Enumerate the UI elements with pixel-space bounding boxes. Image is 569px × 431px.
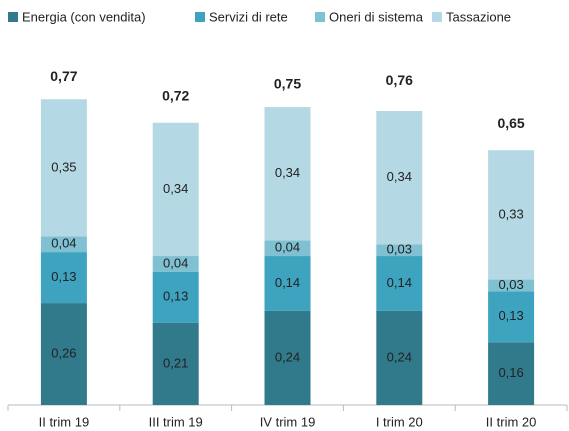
bar-segment — [376, 111, 423, 245]
value-label: 0,04 — [275, 240, 300, 255]
bar-segment — [264, 310, 311, 405]
legend-label: Tassazione — [446, 9, 511, 24]
value-label: 0,35 — [51, 159, 76, 174]
bar-segment — [376, 310, 423, 405]
x-tick-label: II trim 19 — [39, 414, 90, 429]
x-tick-label: II trim 20 — [486, 414, 537, 429]
legend-swatch — [432, 12, 442, 22]
value-label: 0,04 — [51, 236, 76, 251]
bar-segment — [152, 271, 199, 323]
x-tick-label: III trim 19 — [149, 414, 203, 429]
bar-segment — [488, 291, 535, 343]
legend-label: Servizi di rete — [209, 9, 288, 24]
value-label: 0,04 — [163, 255, 188, 270]
bar-segment — [376, 244, 423, 257]
value-label: 0,13 — [498, 308, 523, 323]
total-label: 0,77 — [50, 68, 77, 84]
legend-label: Energia (con vendita) — [22, 9, 146, 24]
bar-segment — [264, 256, 311, 311]
value-label: 0,16 — [498, 365, 523, 380]
bar-segment — [488, 342, 535, 405]
bar-segment — [264, 240, 311, 257]
value-label: 0,24 — [275, 349, 300, 364]
bar-segment — [152, 322, 199, 405]
value-label: 0,14 — [387, 275, 412, 290]
value-label: 0,26 — [51, 345, 76, 360]
value-label: 0,03 — [387, 242, 412, 257]
value-label: 0,03 — [498, 277, 523, 292]
bar-segment — [40, 252, 87, 304]
total-label: 0,65 — [497, 115, 524, 131]
value-label: 0,24 — [387, 349, 412, 364]
bar-segment — [488, 279, 535, 292]
bar-segment — [40, 99, 87, 237]
x-tick-label: IV trim 19 — [260, 414, 316, 429]
legend-label: Oneri di sistema — [329, 9, 424, 24]
total-label: 0,76 — [386, 72, 413, 88]
x-tick-label: I trim 20 — [376, 414, 423, 429]
legend-swatch — [8, 12, 18, 22]
bar-segment — [152, 122, 199, 257]
total-label: 0,75 — [274, 76, 301, 92]
total-label: 0,72 — [162, 87, 189, 103]
value-label: 0,21 — [163, 355, 188, 370]
bar-segment — [488, 150, 535, 280]
value-label: 0,34 — [163, 181, 188, 196]
legend-swatch — [195, 12, 205, 22]
value-label: 0,13 — [163, 289, 188, 304]
value-label: 0,14 — [275, 275, 300, 290]
value-label: 0,34 — [387, 169, 412, 184]
value-label: 0,13 — [51, 269, 76, 284]
bar-segment — [376, 256, 423, 311]
bar-segment — [264, 107, 311, 241]
bar-segment — [40, 303, 87, 405]
bar-segment — [40, 236, 87, 253]
bar-segment — [152, 256, 199, 272]
legend-swatch — [315, 12, 325, 22]
value-label: 0,33 — [498, 206, 523, 221]
value-label: 0,34 — [275, 165, 300, 180]
